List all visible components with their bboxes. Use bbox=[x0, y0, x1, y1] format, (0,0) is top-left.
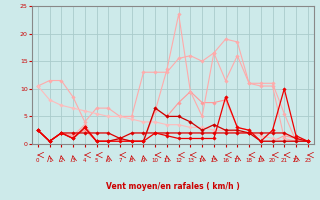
X-axis label: Vent moyen/en rafales ( km/h ): Vent moyen/en rafales ( km/h ) bbox=[106, 182, 240, 191]
